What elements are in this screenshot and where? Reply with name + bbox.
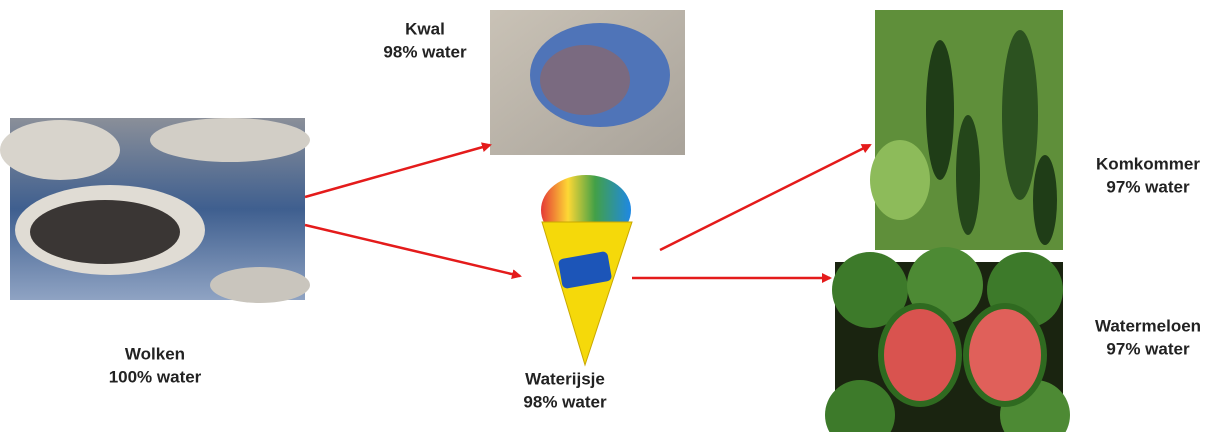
arrow — [305, 145, 490, 197]
jellyfish-center — [540, 45, 630, 115]
cone — [542, 222, 632, 365]
cucumber — [1033, 155, 1057, 245]
node-label: 98% water — [523, 392, 607, 411]
cucumber — [926, 40, 954, 180]
arrow — [305, 225, 520, 276]
node-name: Komkommer — [1096, 154, 1200, 173]
node-label: 97% water — [1106, 339, 1190, 358]
melon-flesh — [884, 309, 956, 401]
node-name: Kwal — [405, 19, 445, 38]
cloud — [30, 200, 180, 264]
snow-cone-image — [541, 175, 632, 365]
cucumber-image — [870, 10, 1063, 250]
node-name: Waterijsje — [525, 369, 605, 388]
cloud — [210, 267, 310, 303]
jellyfish-image — [490, 10, 685, 155]
diagram: Wolken 100% water Kwal 98% water Waterij… — [0, 0, 1225, 432]
cucumber — [956, 115, 980, 235]
cloud — [150, 118, 310, 162]
clouds-image — [0, 118, 310, 303]
arrow — [660, 145, 870, 250]
cloud — [0, 120, 120, 180]
leaf — [870, 140, 930, 220]
node-label: 98% water — [383, 42, 467, 61]
cucumber — [1002, 30, 1038, 200]
melon-flesh — [969, 309, 1041, 401]
node-label: 100% water — [109, 367, 202, 386]
watermelon-image — [825, 247, 1070, 432]
node-label: 97% water — [1106, 177, 1190, 196]
node-name: Wolken — [125, 344, 185, 363]
node-name: Watermeloen — [1095, 316, 1201, 335]
page: {"nodes": [ {"name": "Wolken", "label": … — [0, 0, 1225, 432]
